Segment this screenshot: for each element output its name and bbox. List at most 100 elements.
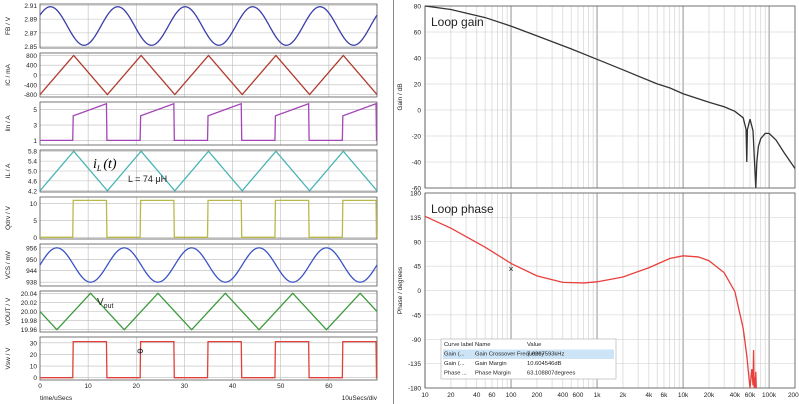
x-tick-label: 0	[38, 383, 42, 390]
panel-iin: 5 3 1 Iin / A	[5, 101, 378, 146]
y-axis-label: VOUT / V	[5, 297, 12, 325]
y-tick-label: 0	[33, 375, 37, 382]
y-tick-label: -20	[412, 134, 422, 141]
panel-qdrv: 10 5 0 Qdrv / V	[5, 196, 378, 242]
panel-frame	[39, 52, 378, 98]
loop-gain-chart: 80 60 40 20 0 -20 -40 -60 Gain / dB Loop gain	[397, 4, 796, 193]
x-tick-label: 10	[421, 392, 429, 399]
y-tick-label: 2.85	[24, 44, 37, 51]
x-tick-label: 40	[229, 383, 237, 390]
table-cell: Gain Crossover Frequency	[475, 352, 544, 358]
x-tick-label: 60	[325, 383, 333, 390]
y-tick-label: 2.87	[24, 30, 37, 37]
y-tick-label: -40	[412, 160, 422, 167]
y-tick-label: 20.04	[21, 291, 38, 298]
y-axis-label: Iin / A	[5, 115, 12, 132]
y-tick-label: 40	[414, 56, 422, 63]
y-tick-label: 2.91	[24, 3, 37, 10]
x-tick-label: 60k	[745, 392, 756, 399]
y-tick-label: 180	[410, 191, 421, 198]
y-tick-label: 944	[26, 268, 37, 275]
plot-label: Loop phase	[431, 202, 494, 216]
y-tick-label: 135	[410, 215, 421, 222]
table-cell: Gain (...	[444, 352, 465, 358]
y-tick-label: 10	[30, 364, 38, 371]
x-tick-label: 40k	[730, 392, 741, 399]
x-tick-label: 200k	[788, 392, 799, 399]
x-tick-label: 4k	[645, 392, 653, 399]
y-tick-label: 45	[414, 264, 422, 271]
table-cell: Phase ...	[444, 371, 467, 377]
y-tick-label: 20	[414, 82, 422, 89]
annotation-il-sub: L	[96, 164, 102, 173]
x-tick-label: 6k	[661, 392, 669, 399]
series-vcs	[39, 247, 378, 283]
y-tick-label: -90	[412, 337, 422, 344]
y-tick-label: 5	[33, 218, 37, 225]
panel-fb: 2.91 2.89 2.87 2.85 FB / V	[5, 3, 378, 51]
table-selected-row	[443, 349, 614, 359]
y-tick-label: 20.02	[21, 300, 38, 307]
y-tick-label: -45	[412, 312, 422, 319]
y-tick-label: 0	[33, 235, 37, 242]
table-cell: Phase Margin	[475, 371, 511, 377]
x-tick-label: 20	[133, 383, 141, 390]
y-tick-label: -400	[24, 82, 37, 89]
panel-frame	[39, 3, 378, 49]
y-tick-label: 5	[33, 107, 37, 114]
y-tick-label: 20	[30, 352, 38, 359]
results-table: Curve label Name Value Gain (... Gain Crosso…	[440, 338, 617, 380]
annotation-inductance: L = 74 μH	[128, 174, 167, 184]
y-tick-label: 3	[33, 123, 37, 130]
panel-frame	[39, 101, 378, 146]
x-scale-note: 10uSecs/div	[342, 395, 378, 402]
x-tick-label: 2k	[620, 392, 628, 399]
table-cell: 10.604546dB	[527, 361, 562, 367]
y-tick-label: 800	[26, 53, 37, 60]
y-tick-label: 400	[26, 63, 37, 70]
annotation-vout-sub: out	[104, 303, 114, 310]
y-tick-label: 956	[26, 245, 37, 252]
y-tick-label: 5.8	[28, 149, 37, 156]
plot-frame	[424, 192, 796, 389]
x-tick-label: 10k	[678, 392, 689, 399]
x-tick-label: 1k	[594, 392, 602, 399]
series-iin	[40, 102, 378, 142]
x-tick-label: 30	[181, 383, 189, 390]
series-vsw	[40, 341, 378, 379]
y-axis-label: Qdrv / V	[5, 205, 12, 230]
y-tick-label: -60	[412, 186, 422, 193]
y-axis-label: Phase / degrees	[397, 266, 404, 314]
panel-frame	[39, 149, 378, 193]
y-tick-label: 60	[414, 30, 422, 37]
table-cell: Gain Margin	[475, 361, 507, 367]
table-header: Curve label	[444, 342, 473, 348]
x-tick-label: 100k	[762, 392, 777, 399]
panel-il: 5.8 5.4 5.0 4.6 4.2 IL / A iL (t) L = 74 μH	[5, 149, 378, 195]
y-tick-label: 0	[417, 108, 421, 115]
plot-label: Loop gain	[431, 15, 484, 29]
crossover-marker: ×	[508, 264, 513, 274]
panel-vcs: 956 950 944 938 VCS / mV	[5, 243, 378, 287]
x-tick-label: 100	[506, 392, 517, 399]
annotation-marker: Φ	[137, 347, 143, 356]
y-tick-label: -800	[24, 92, 37, 99]
y-tick-label: 4.2	[28, 188, 37, 195]
series-vout	[39, 292, 378, 331]
panel-frame	[39, 196, 378, 240]
y-axis-label: IL / A	[5, 163, 12, 178]
series-gain	[424, 5, 796, 189]
x-axis-label: time/uSecs	[40, 395, 73, 402]
x-tick-label: 60	[488, 392, 496, 399]
panel-vsw: 30 20 10 0 Vsw / V Φ	[5, 336, 378, 382]
y-tick-label: 938	[26, 280, 37, 287]
y-tick-label: 20.00	[21, 309, 38, 316]
y-tick-label: 950	[26, 257, 37, 264]
table-header: Name	[475, 342, 490, 348]
x-tick-label: 10	[85, 383, 93, 390]
x-tick-label: 50	[277, 383, 285, 390]
series-ic	[39, 54, 378, 96]
